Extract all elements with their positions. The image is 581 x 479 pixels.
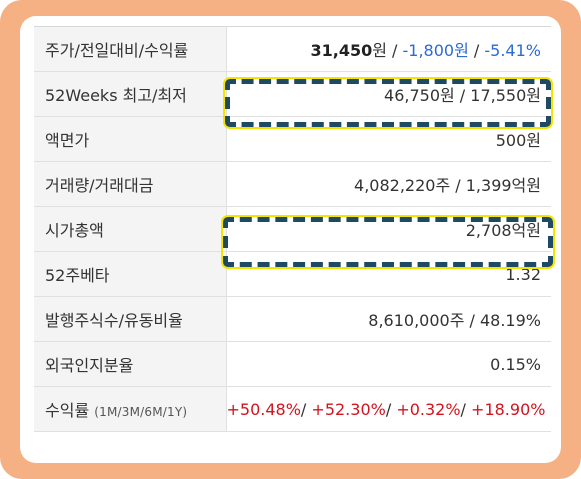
separator: / bbox=[385, 399, 397, 419]
value-beta: 1.32 bbox=[226, 251, 551, 297]
row-market-cap: 시가총액 2,708억원 bbox=[34, 206, 551, 252]
returns-period-label: (1M/3M/6M/1Y) bbox=[94, 405, 188, 419]
label-returns: 수익률 (1M/3M/6M/1Y) bbox=[34, 386, 227, 432]
highlight-market-cap bbox=[221, 215, 555, 269]
separator: / bbox=[468, 41, 485, 60]
row-price: 주가/전일대비/수익률 31,450원 / -1,800원 / -5.41% bbox=[34, 26, 551, 72]
row-52week: 52Weeks 최고/최저 46,750원 / 17,550원 bbox=[34, 71, 551, 117]
return-3m: +52.30% bbox=[311, 399, 386, 419]
stock-info-table: 주가/전일대비/수익률 31,450원 / -1,800원 / -5.41% 5… bbox=[34, 26, 551, 432]
return-6m: +0.32% bbox=[396, 399, 461, 419]
value-foreign: 0.15% bbox=[226, 341, 551, 387]
return-1y: +18.90% bbox=[471, 399, 546, 419]
separator: / bbox=[460, 399, 472, 419]
value-price: 31,450원 / -1,800원 / -5.41% bbox=[226, 26, 551, 72]
row-foreign: 외국인지분율 0.15% bbox=[34, 341, 551, 387]
value-shares: 8,610,000주 / 48.19% bbox=[226, 296, 551, 342]
label-beta: 52주베타 bbox=[34, 251, 227, 297]
value-returns: +50.48%/ +52.30%/ +0.32%/ +18.90% bbox=[226, 386, 551, 432]
return-1m: +50.48% bbox=[226, 399, 301, 419]
row-returns: 수익률 (1M/3M/6M/1Y) +50.48%/ +52.30%/ +0.3… bbox=[34, 386, 551, 432]
separator: / bbox=[300, 399, 312, 419]
price-change: -1,800원 bbox=[402, 41, 469, 60]
separator: / bbox=[386, 41, 403, 60]
value-volume: 4,082,220주 / 1,399억원 bbox=[226, 161, 551, 207]
label-foreign: 외국인지분율 bbox=[34, 341, 227, 387]
label-price: 주가/전일대비/수익률 bbox=[34, 26, 227, 72]
label-par-value: 액면가 bbox=[34, 116, 227, 162]
row-shares: 발행주식수/유동비율 8,610,000주 / 48.19% bbox=[34, 296, 551, 342]
current-price: 31,450 bbox=[310, 41, 373, 60]
row-volume: 거래량/거래대금 4,082,220주 / 1,399억원 bbox=[34, 161, 551, 207]
label-shares: 발행주식수/유동비율 bbox=[34, 296, 227, 342]
label-52week: 52Weeks 최고/최저 bbox=[34, 71, 227, 117]
change-rate: -5.41% bbox=[484, 41, 541, 60]
returns-label: 수익률 bbox=[45, 401, 90, 420]
label-volume: 거래량/거래대금 bbox=[34, 161, 227, 207]
row-beta: 52주베타 1.32 bbox=[34, 251, 551, 297]
won-unit: 원 bbox=[372, 41, 387, 60]
highlight-52week bbox=[223, 77, 553, 129]
label-market-cap: 시가총액 bbox=[34, 206, 227, 252]
value-market-cap: 2,708억원 bbox=[226, 206, 551, 252]
